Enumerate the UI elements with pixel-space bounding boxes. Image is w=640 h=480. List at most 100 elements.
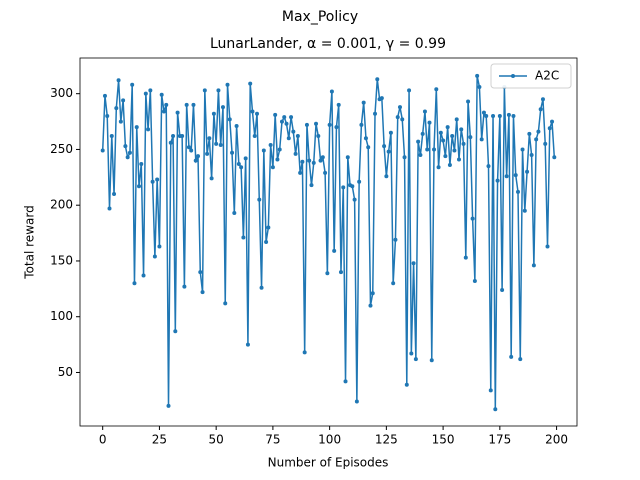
data-point [379,96,384,101]
data-point [338,270,343,275]
x-tick-label: 25 [152,433,167,447]
data-point [491,113,496,118]
data-point [189,148,194,153]
data-point [116,78,121,83]
data-point [357,179,362,184]
data-point [225,82,230,87]
data-point [495,178,500,183]
data-point [515,189,520,194]
data-point [273,112,278,117]
legend-box [490,63,572,89]
data-point [468,135,473,140]
x-tick-label: 175 [488,433,511,447]
data-point [184,102,189,107]
chart-title: LunarLander, α = 0.001, γ = 0.99 [210,36,446,52]
data-point [261,148,266,153]
data-point [252,134,257,139]
data-point [218,142,223,147]
data-point [529,153,534,158]
data-point [422,109,427,114]
data-point [173,329,178,334]
y-tick-label: 150 [50,253,73,267]
data-point [202,88,207,93]
data-point [205,151,210,156]
data-point [429,358,434,363]
x-tick-label: 150 [432,433,455,447]
data-point [420,131,425,136]
data-point [470,216,475,221]
data-point [168,140,173,145]
data-point [234,124,239,129]
data-point [102,93,107,98]
data-point [425,147,430,152]
data-point [307,158,312,163]
data-point [191,102,196,107]
data-point [336,102,341,107]
y-tick-label: 200 [50,198,73,212]
data-point [166,403,171,408]
data-point [461,141,466,146]
data-point [134,125,139,130]
data-point [450,134,455,139]
data-point [148,88,153,93]
data-point [289,115,294,120]
data-point [257,197,262,202]
data-point [284,121,289,126]
data-point [139,161,144,166]
data-point [441,138,446,143]
data-point [150,179,155,184]
data-point [316,134,321,139]
data-point [186,145,191,150]
data-point [391,281,396,286]
data-point [443,154,448,159]
data-point [545,244,550,249]
data-point [157,244,162,249]
data-point [259,285,264,290]
data-point [155,177,160,182]
data-point [493,407,498,412]
data-point [511,113,516,118]
data-point [384,174,389,179]
data-point [407,88,412,93]
data-point [300,159,305,164]
data-point [241,235,246,240]
data-point [196,154,201,159]
data-point [509,354,514,359]
data-point [214,141,219,146]
data-point [475,73,480,78]
data-point [118,119,123,124]
data-point [250,109,255,114]
data-point [388,130,393,135]
data-point [359,122,364,127]
data-point [479,137,484,142]
data-point [211,111,216,116]
data-point [531,263,536,268]
data-point [293,151,298,156]
data-point [309,183,314,188]
data-point [484,113,489,118]
data-point [243,156,248,161]
data-point [411,261,416,266]
data-point [298,170,303,175]
data-point [477,84,482,89]
data-point [363,136,368,141]
data-point [275,157,280,162]
y-tick-label: 100 [50,309,73,323]
y-axis-label: Total reward [23,205,37,279]
data-point [236,161,241,166]
x-tick-label: 100 [318,433,341,447]
data-point [193,158,198,163]
data-point [207,136,212,141]
data-point [318,158,323,163]
data-point [209,176,214,181]
data-point [436,165,441,170]
axes-frame [79,57,578,427]
data-point [105,113,110,118]
data-point [368,303,373,308]
data-point [434,87,439,92]
data-point [552,155,557,160]
data-point [409,351,414,356]
data-point [373,111,378,116]
data-point [352,197,357,202]
data-point [112,192,117,197]
